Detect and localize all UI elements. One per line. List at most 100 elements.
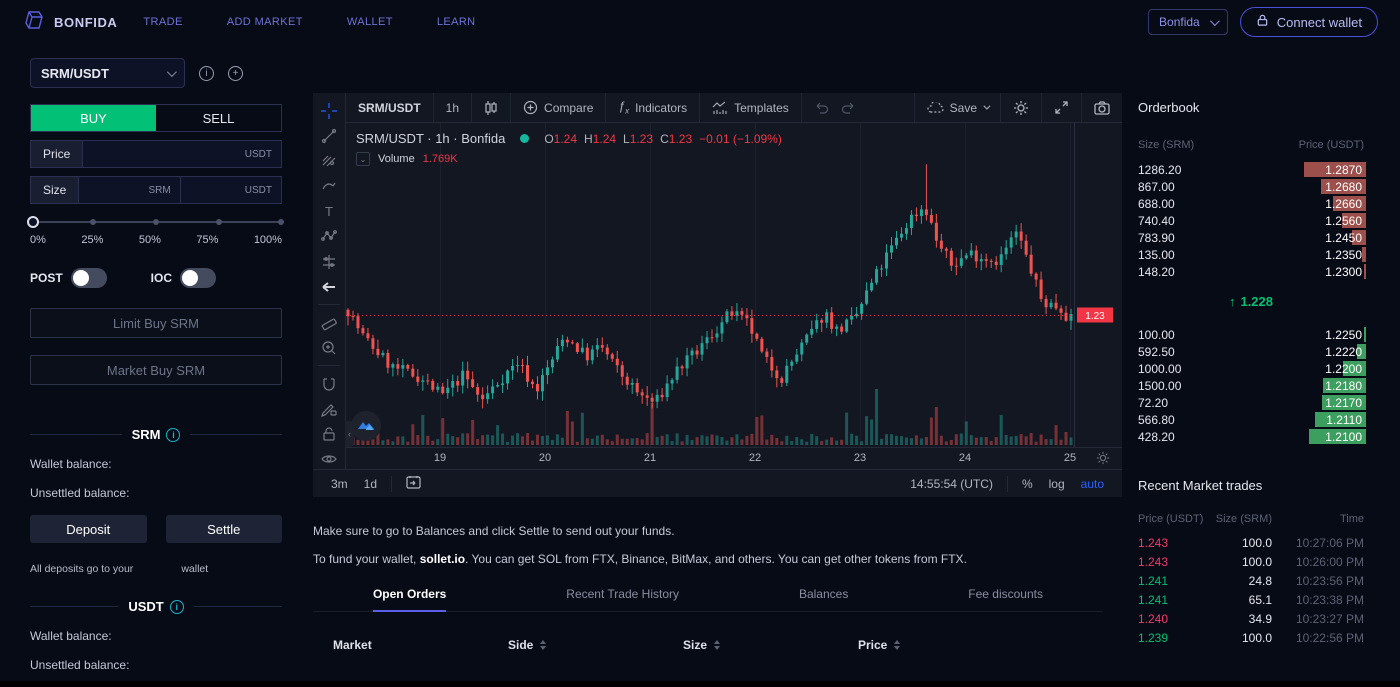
compare-button[interactable]: Compare: [511, 93, 607, 122]
nav-item-trade[interactable]: TRADE: [143, 16, 183, 28]
chart-symbol-button[interactable]: SRM/USDT: [346, 93, 434, 122]
slider-dot-25[interactable]: [90, 219, 96, 225]
add-market-icon[interactable]: +: [228, 65, 243, 81]
clock-utc[interactable]: 14:55:54 (UTC): [910, 476, 993, 491]
orderbook-row[interactable]: 740.40 1.2560: [1138, 212, 1366, 229]
tab-open-orders[interactable]: Open Orders: [372, 587, 447, 612]
interval-button[interactable]: 1h: [434, 93, 473, 122]
forecast-tool-icon[interactable]: [317, 252, 341, 271]
pattern-tool-icon[interactable]: [317, 227, 341, 246]
time-axis-gear-icon[interactable]: [1096, 451, 1110, 468]
sort-carets-icon[interactable]: [894, 640, 901, 650]
slider-dot-75[interactable]: [216, 219, 222, 225]
candlestick-canvas[interactable]: [346, 123, 1121, 447]
trend-line-tool-icon[interactable]: [317, 126, 341, 145]
brand[interactable]: BONFIDA: [22, 8, 117, 37]
buy-tab[interactable]: BUY: [31, 105, 156, 131]
connect-wallet-button[interactable]: Connect wallet: [1239, 7, 1378, 37]
orderbook-row[interactable]: 100.00 1.2250: [1138, 326, 1366, 343]
tab-recent-trade-history[interactable]: Recent Trade History: [566, 587, 679, 601]
crosshair-tool-icon[interactable]: [317, 101, 341, 120]
arrow-tool-icon[interactable]: [317, 277, 341, 296]
size-quote-input[interactable]: [180, 183, 245, 197]
sort-carets-icon[interactable]: [540, 640, 547, 650]
price-input[interactable]: [83, 147, 245, 161]
depth-bar: [1343, 361, 1366, 376]
orderbook-row[interactable]: 592.50 1.2220: [1138, 343, 1366, 360]
column-header-side[interactable]: Side: [508, 638, 683, 652]
tools-divider: [318, 304, 340, 306]
srm-info-icon[interactable]: i: [166, 427, 181, 442]
wallet-provider-select[interactable]: Bonfida: [1148, 9, 1228, 35]
orderbook-row[interactable]: 566.80 1.2110: [1138, 411, 1366, 428]
size-percent-slider[interactable]: [27, 216, 284, 228]
tradingview-logo-icon[interactable]: [351, 411, 381, 441]
measure-tool-icon[interactable]: [317, 313, 341, 332]
range-1d-button[interactable]: 1d: [363, 476, 378, 491]
post-toggle[interactable]: [70, 268, 107, 288]
srm-deposit-button[interactable]: Deposit: [30, 515, 147, 543]
size-base-input[interactable]: [79, 183, 149, 197]
orderbook-row[interactable]: 783.90 1.2450: [1138, 229, 1366, 246]
screenshot-camera-icon[interactable]: [1081, 93, 1122, 122]
orderbook-row[interactable]: 1000.00 1.2200: [1138, 360, 1366, 377]
save-layout-button[interactable]: Save: [913, 93, 1000, 122]
time-axis[interactable]: 19 20 21 22 23 24 25: [346, 447, 1122, 468]
percent-scale-button[interactable]: %: [1021, 476, 1033, 491]
fullscreen-icon[interactable]: [1041, 93, 1081, 122]
sollet-link[interactable]: sollet.io: [419, 552, 466, 566]
volume-collapse-chevron-icon[interactable]: ⌄: [356, 152, 370, 166]
orderbook-row[interactable]: 1500.00 1.2180: [1138, 377, 1366, 394]
nav-item-add-market[interactable]: ADD MARKET: [226, 16, 303, 28]
lock-all-icon[interactable]: [317, 425, 341, 444]
nav-item-wallet[interactable]: WALLET: [346, 16, 393, 28]
chart-plot-area[interactable]: SRM/USDT · 1h · Bonfida O1.24 H1.24 L1.2…: [345, 123, 1122, 447]
market-info-icon[interactable]: i: [199, 65, 214, 81]
toolbar-collapse-handle[interactable]: ‹: [345, 421, 354, 447]
srm-settle-button[interactable]: Settle: [165, 515, 282, 543]
column-header-price[interactable]: Price: [858, 638, 1033, 652]
chart-settings-gear-icon[interactable]: [1000, 93, 1041, 122]
slider-dot-50[interactable]: [153, 219, 159, 225]
column-header-size[interactable]: Size: [683, 638, 858, 652]
auto-scale-button[interactable]: auto: [1080, 476, 1104, 491]
nav-item-learn[interactable]: LEARN: [436, 16, 476, 28]
tab-fee-discounts[interactable]: Fee discounts: [968, 587, 1043, 601]
market-buy-button[interactable]: Market Buy SRM: [30, 355, 282, 385]
sell-tab[interactable]: SELL: [202, 110, 235, 126]
order-size: 783.90: [1138, 230, 1175, 245]
orderbook-row[interactable]: 135.00 1.2350: [1138, 246, 1366, 263]
limit-buy-button[interactable]: Limit Buy SRM: [30, 308, 282, 338]
magnet-tool-icon[interactable]: [317, 374, 341, 393]
orderbook-row[interactable]: 867.00 1.2680: [1138, 178, 1366, 195]
usdt-info-icon[interactable]: i: [169, 599, 184, 614]
market-select[interactable]: SRM/USDT: [30, 58, 185, 88]
orderbook-row[interactable]: 148.20 1.2300: [1138, 263, 1366, 280]
range-3m-button[interactable]: 3m: [331, 476, 348, 491]
templates-button[interactable]: Templates: [700, 93, 802, 122]
slider-handle[interactable]: [27, 216, 39, 228]
redo-icon[interactable]: [841, 93, 868, 122]
sort-carets-icon[interactable]: [714, 640, 721, 650]
brush-tool-icon[interactable]: [317, 176, 341, 195]
settle-notice: Make sure to go to Balances and click Se…: [313, 524, 675, 538]
orderbook-row[interactable]: 688.00 1.2660: [1138, 195, 1366, 212]
ioc-toggle[interactable]: [180, 268, 217, 288]
log-scale-button[interactable]: log: [1048, 476, 1065, 491]
order-size: 1000.00: [1138, 361, 1182, 376]
drawing-lock-icon[interactable]: [317, 399, 341, 418]
candle-style-button[interactable]: [472, 93, 512, 122]
orderbook-row[interactable]: 428.20 1.2100: [1138, 428, 1366, 445]
hide-drawings-eye-icon[interactable]: [317, 450, 341, 469]
orderbook-row[interactable]: 1286.20 1.2870: [1138, 161, 1366, 178]
zoom-in-tool-icon[interactable]: [317, 338, 341, 357]
orderbook-row[interactable]: 72.20 1.2170: [1138, 394, 1366, 411]
order-price: 1.2660: [1325, 196, 1362, 211]
gann-fibonacci-tool-icon[interactable]: [317, 151, 341, 170]
go-to-date-icon[interactable]: [398, 475, 429, 492]
text-tool-icon[interactable]: T: [325, 203, 333, 219]
tab-balances[interactable]: Balances: [798, 587, 849, 601]
slider-dot-100[interactable]: [278, 219, 284, 225]
undo-icon[interactable]: [802, 93, 841, 122]
indicators-button[interactable]: ƒx Indicators: [606, 93, 701, 122]
